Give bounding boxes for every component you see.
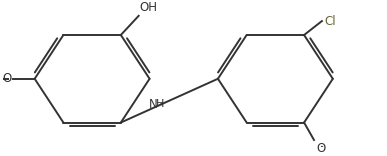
Text: Cl: Cl: [324, 15, 336, 28]
Text: O: O: [316, 142, 325, 155]
Text: N: N: [149, 98, 158, 111]
Text: OH: OH: [140, 1, 158, 14]
Text: H: H: [156, 99, 164, 109]
Text: O: O: [3, 72, 12, 85]
